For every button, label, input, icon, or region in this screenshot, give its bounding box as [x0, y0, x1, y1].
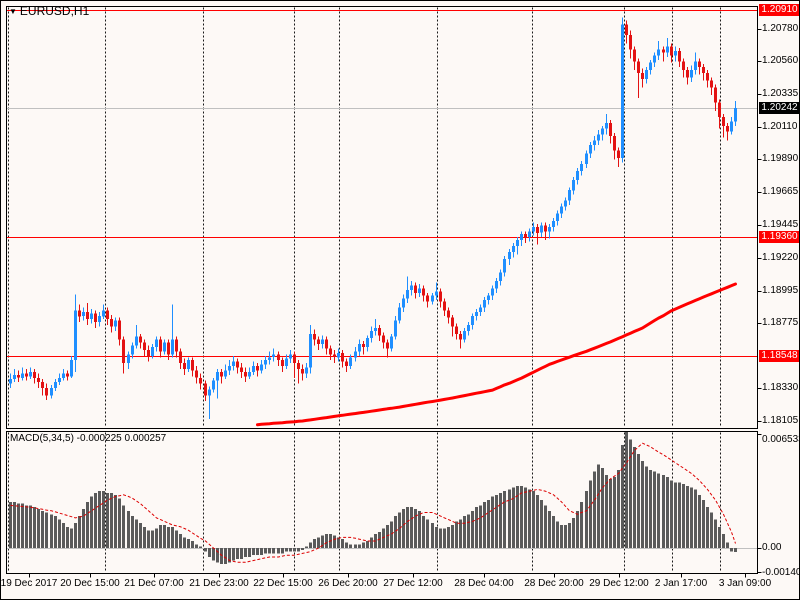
- symbol-text: EURUSD,H1: [19, 4, 90, 18]
- chart-marker-icon: ▼: [9, 7, 17, 16]
- symbol-timeframe-label: ▼ EURUSD,H1: [9, 4, 89, 18]
- macd-indicator-label: MACD(5,34,5) -0.000225 0.000257: [10, 433, 167, 444]
- price-tick-label: 1.18775: [762, 316, 799, 328]
- price-tick-label: 1.19890: [762, 153, 799, 165]
- price-tick-label: 1.19220: [762, 251, 799, 263]
- current-price-tag: 1.20242: [759, 101, 799, 114]
- macd-axis-label: 0.00: [762, 542, 782, 554]
- time-axis-label: 21 Dec 07:00: [124, 578, 184, 589]
- price-tick-label: 1.20780: [762, 23, 799, 35]
- price-tick-label: 1.19445: [762, 218, 799, 230]
- time-axis-label: 21 Dec 23:00: [189, 578, 249, 589]
- time-axis-label: 3 Jan 09:00: [718, 578, 772, 589]
- price-tick-label: 1.18330: [762, 382, 799, 394]
- time-axis-label: 20 Dec 15:00: [60, 578, 120, 589]
- price-tick-label: 1.19665: [762, 186, 799, 198]
- time-axis-label: 19 Dec 2017: [0, 578, 58, 589]
- level-price-tag: 1.18548: [759, 350, 799, 363]
- time-axis-label: 2 Jan 17:00: [654, 578, 708, 589]
- price-tick-label: 1.18995: [762, 284, 799, 296]
- time-axis-label: 27 Dec 12:00: [383, 578, 443, 589]
- level-price-tag: 1.20910: [759, 4, 799, 16]
- price-tick-label: 1.20560: [762, 55, 799, 67]
- macd-axis-label: 0.006533: [762, 433, 800, 445]
- price-tick-label: 1.18105: [762, 415, 799, 426]
- time-axis-label: 28 Dec 04:00: [454, 578, 514, 589]
- price-tick-label: 1.20110: [762, 121, 798, 133]
- time-axis-label: 26 Dec 20:00: [318, 578, 378, 589]
- time-axis-label: 28 Dec 20:00: [524, 578, 584, 589]
- price-tick-label: 1.20335: [762, 88, 799, 100]
- time-axis-label: 22 Dec 15:00: [253, 578, 313, 589]
- time-axis-label: 29 Dec 12:00: [589, 578, 649, 589]
- macd-axis-label: -0.001403: [762, 566, 799, 578]
- level-price-tag: 1.19360: [759, 231, 799, 244]
